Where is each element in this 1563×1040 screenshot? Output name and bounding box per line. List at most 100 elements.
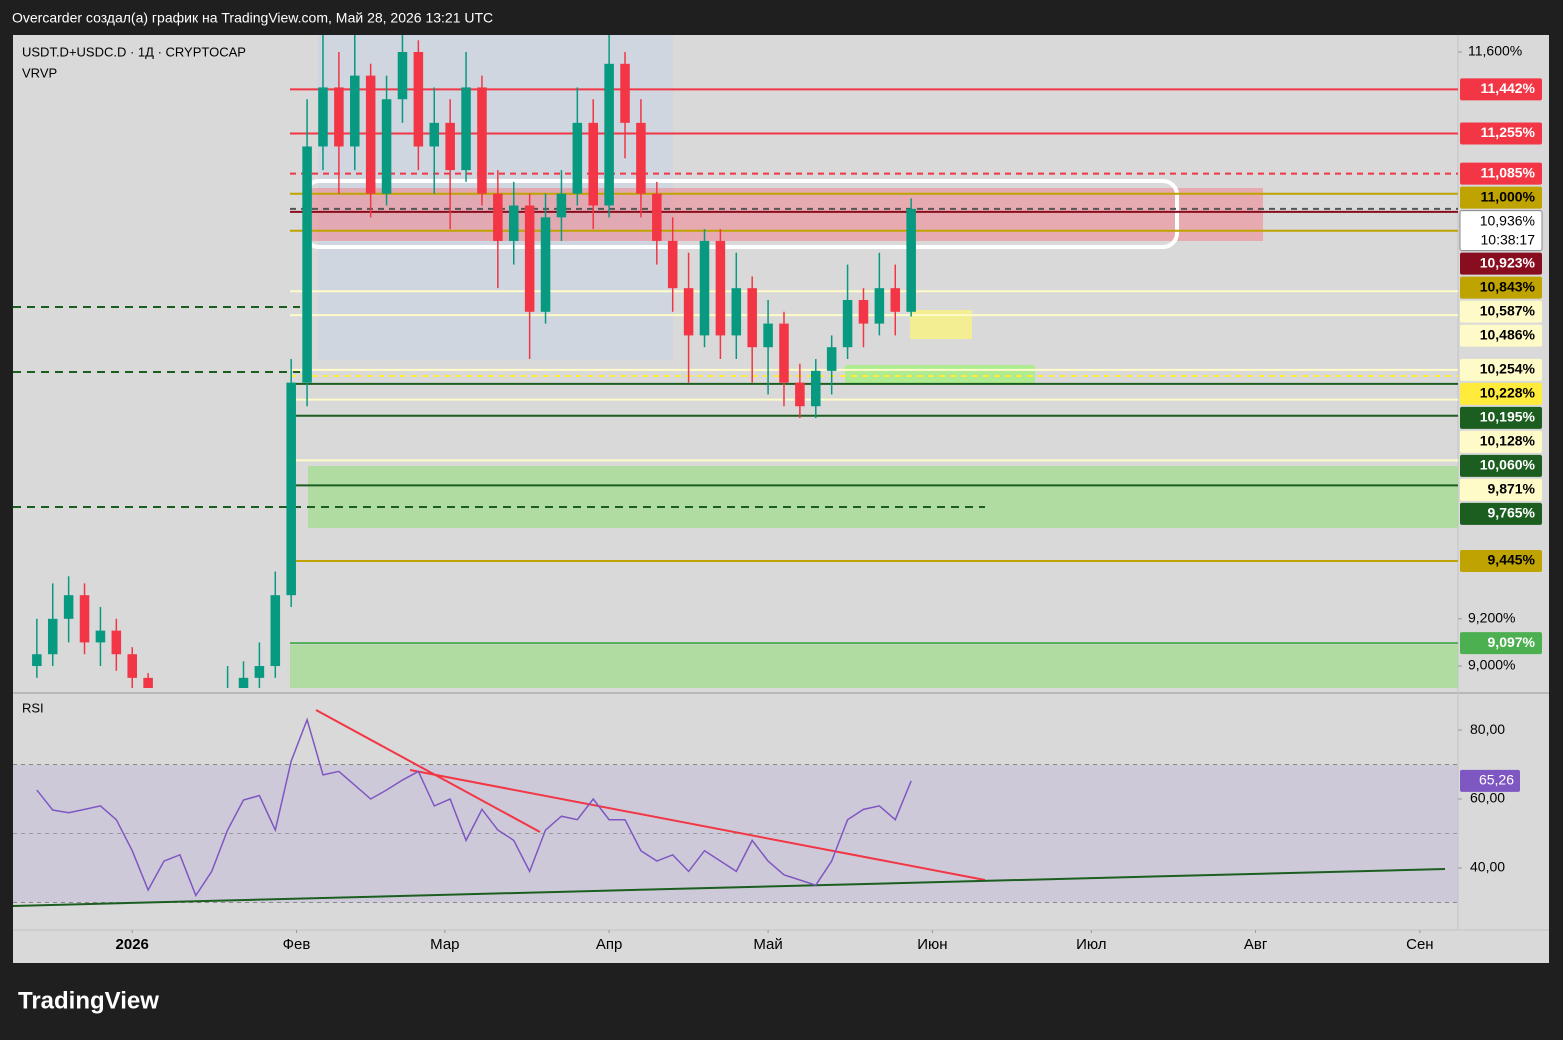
candle-body (652, 193, 662, 241)
candle-body (588, 122, 598, 206)
candle-body (270, 595, 281, 667)
price-tag (1460, 324, 1542, 347)
candle-body (572, 122, 583, 194)
candle-body (715, 240, 726, 336)
candle-body (429, 122, 440, 147)
candle-body (302, 146, 312, 383)
price-tag (1460, 502, 1542, 525)
candle-body (524, 205, 535, 312)
candle-body (858, 299, 869, 324)
price-tag-label: 10,923% (1480, 254, 1536, 270)
price-tag-label: 10,486% (1480, 326, 1536, 342)
y-tick-label: 11,600% (1468, 43, 1522, 59)
y-tick-label: 40,00 (1470, 859, 1505, 875)
rsi-line (36, 717, 912, 898)
candle-body (445, 122, 455, 171)
candle-body (763, 323, 773, 348)
price-tag (1460, 382, 1542, 405)
candle-body (604, 63, 614, 206)
price-tag-label: 9,871% (1488, 481, 1536, 497)
price-tag (1460, 186, 1542, 209)
candle-body (747, 288, 757, 348)
price-tag-label: 10,195% (1480, 409, 1536, 425)
candle-body (874, 288, 885, 324)
trendline (12, 868, 1446, 907)
candle-body (477, 87, 487, 194)
price-tag (1460, 300, 1542, 323)
rsi-tag (1460, 769, 1520, 792)
price-tag-label: 10,843% (1480, 278, 1536, 294)
price-tag-label: 11,442% (1481, 80, 1536, 96)
candle-body (667, 240, 678, 289)
candle-body (79, 595, 90, 643)
x-tick-label: Авг (1244, 936, 1268, 953)
price-tag (1460, 454, 1542, 477)
candle-body (111, 630, 122, 655)
price-tag (1460, 632, 1542, 655)
rsi-pane (36, 717, 912, 898)
demand-zone (290, 645, 1458, 688)
price-tag (1460, 276, 1542, 299)
caption: Overcarder создал(а) график на TradingVi… (12, 10, 493, 26)
price-tag-label: 9,445% (1488, 552, 1536, 568)
candle-body (318, 87, 328, 147)
price-pane (32, 35, 1458, 688)
candle-body (350, 75, 360, 147)
price-tag-label: 9,097% (1488, 634, 1536, 650)
green-box (845, 365, 1035, 385)
rsi-title: RSI (22, 700, 44, 715)
y-tick-label: 9,200% (1468, 610, 1515, 626)
price-tag (1460, 478, 1542, 501)
price-tag-label: 11,000% (1481, 188, 1536, 204)
x-tick-label: Май (753, 936, 782, 953)
price-tag-label: 10,254% (1480, 361, 1536, 377)
price-tag (1460, 430, 1542, 453)
candle-body (286, 382, 296, 596)
candle-body (127, 654, 137, 678)
y-tick-label: 60,00 (1470, 790, 1505, 806)
candle-body (731, 288, 742, 336)
candle-body (699, 240, 710, 336)
candle-body (238, 677, 249, 688)
candle-body (365, 75, 376, 194)
price-tag-label: 10,936% (1480, 212, 1535, 228)
candle-body (63, 595, 74, 619)
symbol: USDT.D+USDC.D · 1Д · CRYPTOCAP (22, 44, 246, 59)
countdown: 10:38:17 (1481, 231, 1536, 247)
x-tick-label: Апр (596, 936, 622, 953)
price-tag-label: 10,060% (1480, 457, 1536, 473)
supply-zone (310, 188, 1263, 241)
y-tick-label: 80,00 (1470, 721, 1505, 737)
candle-body (842, 299, 853, 348)
price-tag (1460, 406, 1542, 429)
indicator: VRVP (22, 65, 57, 80)
candle-body (540, 217, 551, 312)
price-tag-label: 9,765% (1488, 505, 1536, 521)
demand-zone (308, 466, 1458, 528)
x-tick-label: Июн (917, 936, 947, 953)
candle-body (413, 52, 424, 147)
price-tag (1460, 358, 1542, 381)
candle-body (795, 382, 805, 407)
x-tick-label: Июл (1076, 936, 1106, 953)
candle-body (779, 323, 789, 383)
price-tag (1460, 252, 1542, 275)
rsi-tag-label: 65,26 (1479, 772, 1514, 788)
price-tag (1460, 122, 1542, 145)
price-tag (1459, 210, 1543, 252)
brand: TradingView (18, 987, 159, 1014)
price-tag-label: 10,228% (1480, 385, 1536, 401)
candle-body (556, 193, 567, 218)
candle-body (508, 205, 519, 241)
x-tick-label: Мар (430, 936, 459, 953)
candle-body (636, 122, 646, 194)
candle-body (334, 87, 344, 147)
price-tag-label: 11,255% (1481, 124, 1536, 140)
candle-body (381, 99, 392, 194)
price-tag (1460, 162, 1542, 185)
candle-body (461, 87, 471, 171)
candle-body (811, 370, 821, 407)
price-tag (1460, 549, 1542, 572)
candle-body (47, 618, 58, 655)
